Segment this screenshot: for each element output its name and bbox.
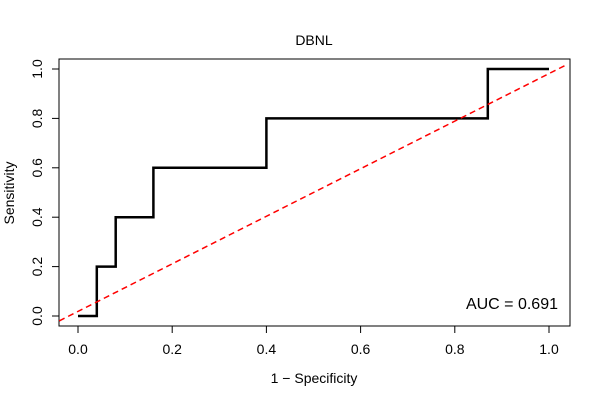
x-axis: 0.0 0.2 0.4 0.6 0.8 1.0 xyxy=(68,325,559,357)
x-tick-label: 0.0 xyxy=(68,341,88,357)
chart-title: DBNL xyxy=(295,32,333,48)
y-tick-label: 1.0 xyxy=(29,59,45,79)
x-tick-label: 0.2 xyxy=(162,341,182,357)
y-tick-label: 0.6 xyxy=(29,158,45,178)
reference-diagonal-line xyxy=(58,63,569,322)
y-tick-label: 0.0 xyxy=(29,306,45,326)
y-axis-label: Sensitivity xyxy=(1,161,17,224)
x-tick-label: 1.0 xyxy=(539,341,559,357)
y-tick-label: 0.4 xyxy=(29,207,45,227)
x-tick-label: 0.6 xyxy=(351,341,371,357)
series-layer xyxy=(58,63,569,322)
auc-annotation: AUC = 0.691 xyxy=(466,296,558,313)
roc-curve-line xyxy=(78,67,549,318)
x-axis-label: 1 − Specificity xyxy=(271,370,358,386)
y-tick-label: 0.2 xyxy=(29,257,45,277)
y-tick-label: 0.8 xyxy=(29,108,45,128)
x-tick-label: 0.4 xyxy=(257,341,277,357)
y-axis: 0.0 0.2 0.4 0.6 0.8 1.0 xyxy=(29,59,60,326)
x-tick-label: 0.8 xyxy=(445,341,465,357)
